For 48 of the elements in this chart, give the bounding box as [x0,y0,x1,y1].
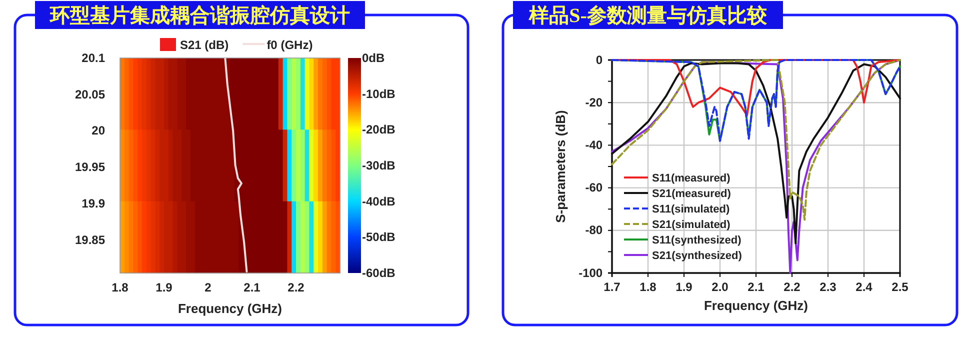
x-tick-label: 1.8 [112,280,129,295]
x-tick-label: 2.1 [748,280,765,294]
legend-label: S21(measured) [652,188,732,200]
y-tick-label: 19.9 [82,196,106,211]
color-bar-label: -20dB [362,122,396,137]
color-bar-label: -40dB [362,194,396,208]
line-series [224,58,248,273]
y-tick-label: -20 [585,95,603,110]
legend-label: S11(synthesized) [652,234,742,246]
y-tick-label: 20 [92,124,106,138]
line-series [611,59,901,274]
x-tick-label: 2 [204,280,212,295]
chart-title: 样品S-参数测量与仿真比较 [528,4,768,27]
legend-label: S21(synthesized) [652,250,742,262]
y-axis-title: S-parameters (dB) [553,110,568,223]
x-tick-label: 2.2 [784,280,801,294]
y-tick-label: -80 [585,223,603,238]
x-axis-title: Frequency (GHz) [178,301,282,316]
legend-label: S21(simulated) [652,219,731,231]
x-tick-label: 2.0 [712,280,729,294]
color-bar-label: -60dB [362,266,396,280]
legend-label: S21 (dB) [180,38,229,52]
x-tick-label: 1.8 [640,280,657,294]
x-tick-label: 1.7 [604,280,621,294]
x-tick-label: 2.5 [892,280,909,294]
legend-label: S11(simulated) [652,204,730,216]
color-bar-label: -30dB [362,158,396,172]
color-bar-label: 0dB [362,51,386,65]
x-tick-label: 2.2 [288,280,305,295]
y-tick-label: 0 [596,52,603,67]
x-tick-label: 2.1 [244,280,261,295]
y-tick-label: -100 [578,266,603,280]
y-tick-label: 20.05 [74,87,106,102]
x-tick-label: 1.9 [676,280,693,294]
color-bar-label: -10dB [362,86,396,101]
y-tick-label: -40 [585,138,603,152]
y-tick-label: -60 [585,180,603,195]
x-tick-label: 1.9 [156,280,173,295]
color-bar-label: -50dB [362,230,396,244]
y-tick-label: 19.95 [74,160,106,174]
x-tick-label: 2.4 [856,280,873,294]
y-tick-label: 20.1 [82,50,106,65]
y-tick-label: 19.85 [74,233,106,248]
legend-label: S11(measured) [652,172,731,184]
x-axis-title: Frequency (GHz) [704,298,808,313]
chart-title: 环型基片集成耦合谐振腔仿真设计 [49,4,350,27]
legend-label: f0 (GHz) [266,38,313,52]
x-tick-label: 2.3 [820,280,837,294]
